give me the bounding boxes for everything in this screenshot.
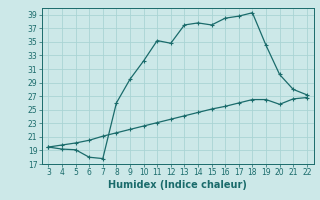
X-axis label: Humidex (Indice chaleur): Humidex (Indice chaleur) xyxy=(108,180,247,190)
